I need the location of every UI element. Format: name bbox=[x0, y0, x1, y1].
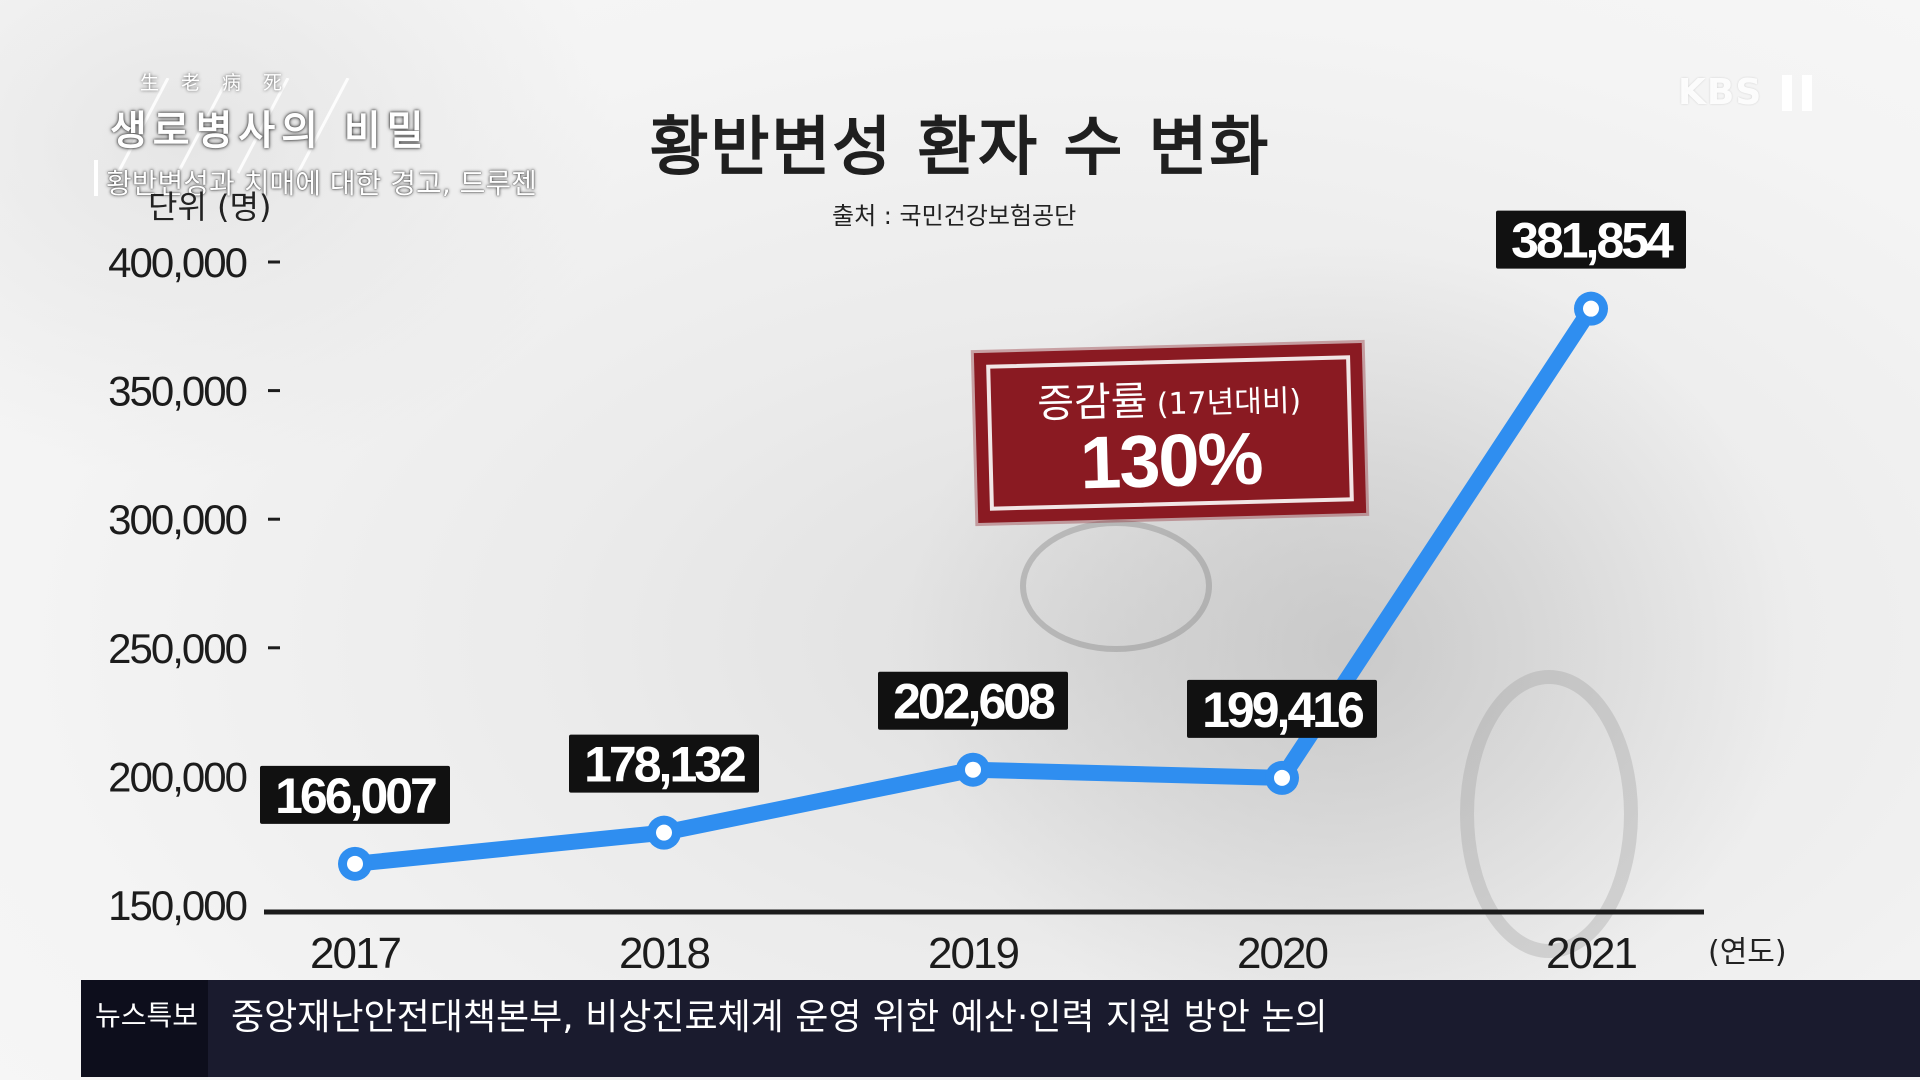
y-tick-label: 350,000 bbox=[108, 368, 246, 415]
x-tick-label: 2017 bbox=[310, 929, 400, 978]
x-tick-label: 2020 bbox=[1237, 929, 1327, 978]
data-label-box bbox=[1496, 210, 1686, 269]
y-tick-label: 300,000 bbox=[108, 496, 246, 543]
program-subtitle: 황반변성과 치매에 대한 경고, 드루젠 bbox=[106, 167, 537, 200]
data-point bbox=[965, 761, 981, 778]
program-logo: 生老病死 생로병사의 비밀 황반변성과 치매에 대한 경고, 드루젠 bbox=[94, 68, 537, 208]
channel-logo: KBS bbox=[1678, 72, 1763, 113]
y-tick-label: 150,000 bbox=[108, 882, 246, 929]
data-label: 199,416 bbox=[1202, 682, 1363, 738]
news-ticker: 뉴스특보 중앙재난안전대책본부, 비상진료체계 운영 위한 예산·인력 지원 방… bbox=[81, 980, 1920, 1077]
x-tick-label: 2018 bbox=[619, 929, 709, 978]
chart-title: 황반변성 환자 수 변화 bbox=[649, 111, 1271, 185]
data-point bbox=[1583, 300, 1599, 317]
data-label-box bbox=[878, 671, 1068, 730]
data-label: 166,007 bbox=[275, 768, 436, 824]
x-axis-label: (연도) bbox=[1708, 935, 1787, 970]
x-tick-label: 2021 bbox=[1546, 929, 1636, 978]
data-point bbox=[347, 855, 363, 872]
data-label: 202,608 bbox=[893, 674, 1055, 730]
y-axis-label: 단위 (명) bbox=[148, 188, 271, 226]
data-point bbox=[656, 824, 672, 841]
y-tick-label: 400,000 bbox=[108, 239, 246, 286]
program-title: 생로병사의 비밀 bbox=[110, 107, 430, 154]
data-point bbox=[1274, 769, 1290, 786]
data-label-box bbox=[569, 734, 759, 793]
y-tick-label: 200,000 bbox=[108, 753, 246, 800]
data-points bbox=[338, 291, 1608, 881]
ticker-headline: 중앙재난안전대책본부, 비상진료체계 운영 위한 예산·인력 지원 방안 논의 bbox=[231, 997, 1328, 1038]
x-axis: 2017 2018 2019 2020 2021 bbox=[310, 929, 1638, 978]
program-hanja: 生老病死 bbox=[140, 72, 305, 94]
program-logo-slashes bbox=[116, 78, 350, 174]
program-subtitle-bar bbox=[94, 160, 98, 196]
channel-number-mark bbox=[1774, 75, 1820, 111]
data-label: 178,132 bbox=[584, 737, 745, 793]
data-label-box bbox=[1187, 679, 1377, 738]
ticker-tag-label: 뉴스특보 bbox=[95, 999, 199, 1032]
data-label-box bbox=[260, 765, 450, 824]
y-tick-label: 250,000 bbox=[108, 625, 246, 672]
y-axis: 150,000 200,000 250,000 300,000 350,000 400,0… bbox=[108, 239, 280, 929]
growth-rate-stamp: 증감률 (17년대비) 130% bbox=[973, 342, 1367, 524]
data-labels: 166,007 178,132 202,608 199,416 381,854 bbox=[260, 210, 1686, 824]
chart-source: 출처 : 국민건강보험공단 bbox=[832, 202, 1077, 230]
data-label: 381,854 bbox=[1511, 213, 1674, 269]
ticker-tag: 뉴스특보 bbox=[81, 980, 208, 1077]
growth-rate-value: 130% bbox=[1079, 416, 1263, 505]
x-tick-label: 2019 bbox=[928, 929, 1018, 978]
